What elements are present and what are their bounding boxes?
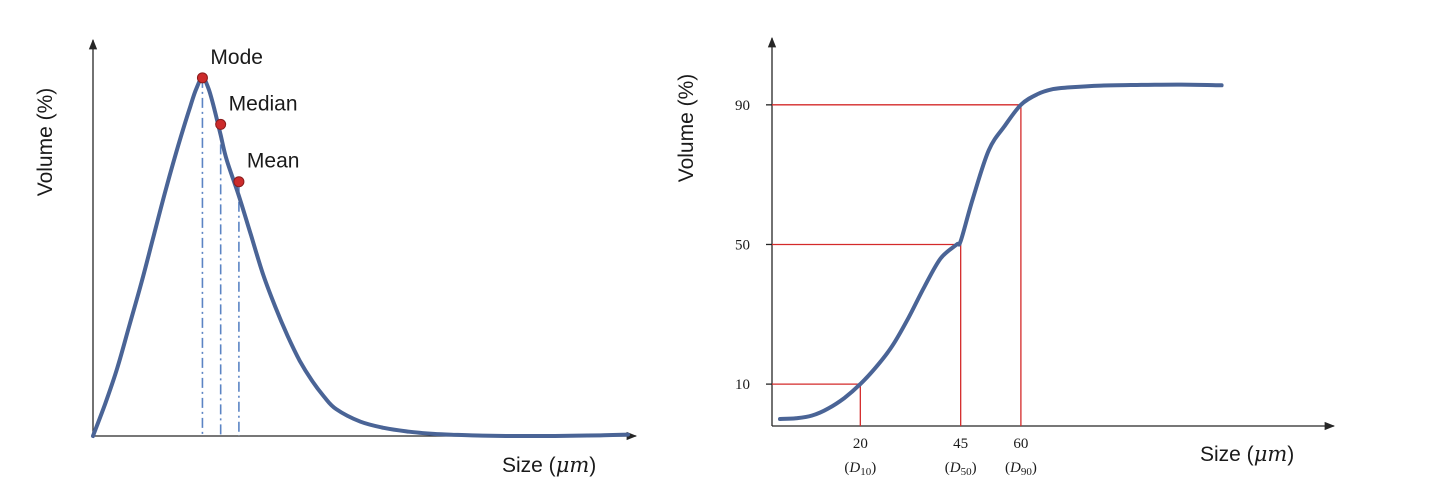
right-x-label: Size (μm) — [1200, 442, 1294, 466]
left-markers: Mode Median Mean — [196, 46, 300, 188]
ytick-label-10: 10 — [735, 377, 750, 393]
xtick-sublabel-45: (D50) — [945, 460, 977, 478]
left-y-label: Volume (%) — [34, 88, 57, 197]
left-distribution-curve — [91, 75, 630, 439]
xtick-label-60: 60 — [1013, 436, 1028, 452]
marker-label-mode: Mode — [210, 46, 263, 69]
xtick-label-45: 45 — [953, 436, 968, 452]
right-guide-lines — [772, 104, 1022, 426]
left-marker-dropdowns — [201, 77, 240, 436]
right-y-ticks: 10 50 90 — [735, 98, 772, 393]
right-cumulative-curve — [778, 82, 1224, 421]
left-x-label: Size (μm) — [502, 453, 596, 477]
xtick-sublabel-60: (D90) — [1005, 460, 1037, 478]
marker-mode — [196, 72, 208, 84]
marker-median — [215, 118, 227, 130]
ytick-label-50: 50 — [735, 237, 750, 253]
left-chart: Mode Median Mean Volume (%) Size (μm) — [34, 38, 638, 477]
guide-90 — [772, 104, 1022, 426]
xtick-label-20: 20 — [853, 436, 868, 452]
xtick-sublabel-20: (D10) — [844, 460, 876, 478]
right-y-label: Volume (%) — [675, 74, 698, 183]
marker-mean — [233, 176, 245, 188]
ytick-label-90: 90 — [735, 98, 750, 114]
marker-label-median: Median — [229, 92, 298, 115]
marker-label-mean: Mean — [247, 150, 300, 173]
right-x-ticks: 20 (D10) 45 (D50) 60 (D90) — [844, 436, 1036, 478]
